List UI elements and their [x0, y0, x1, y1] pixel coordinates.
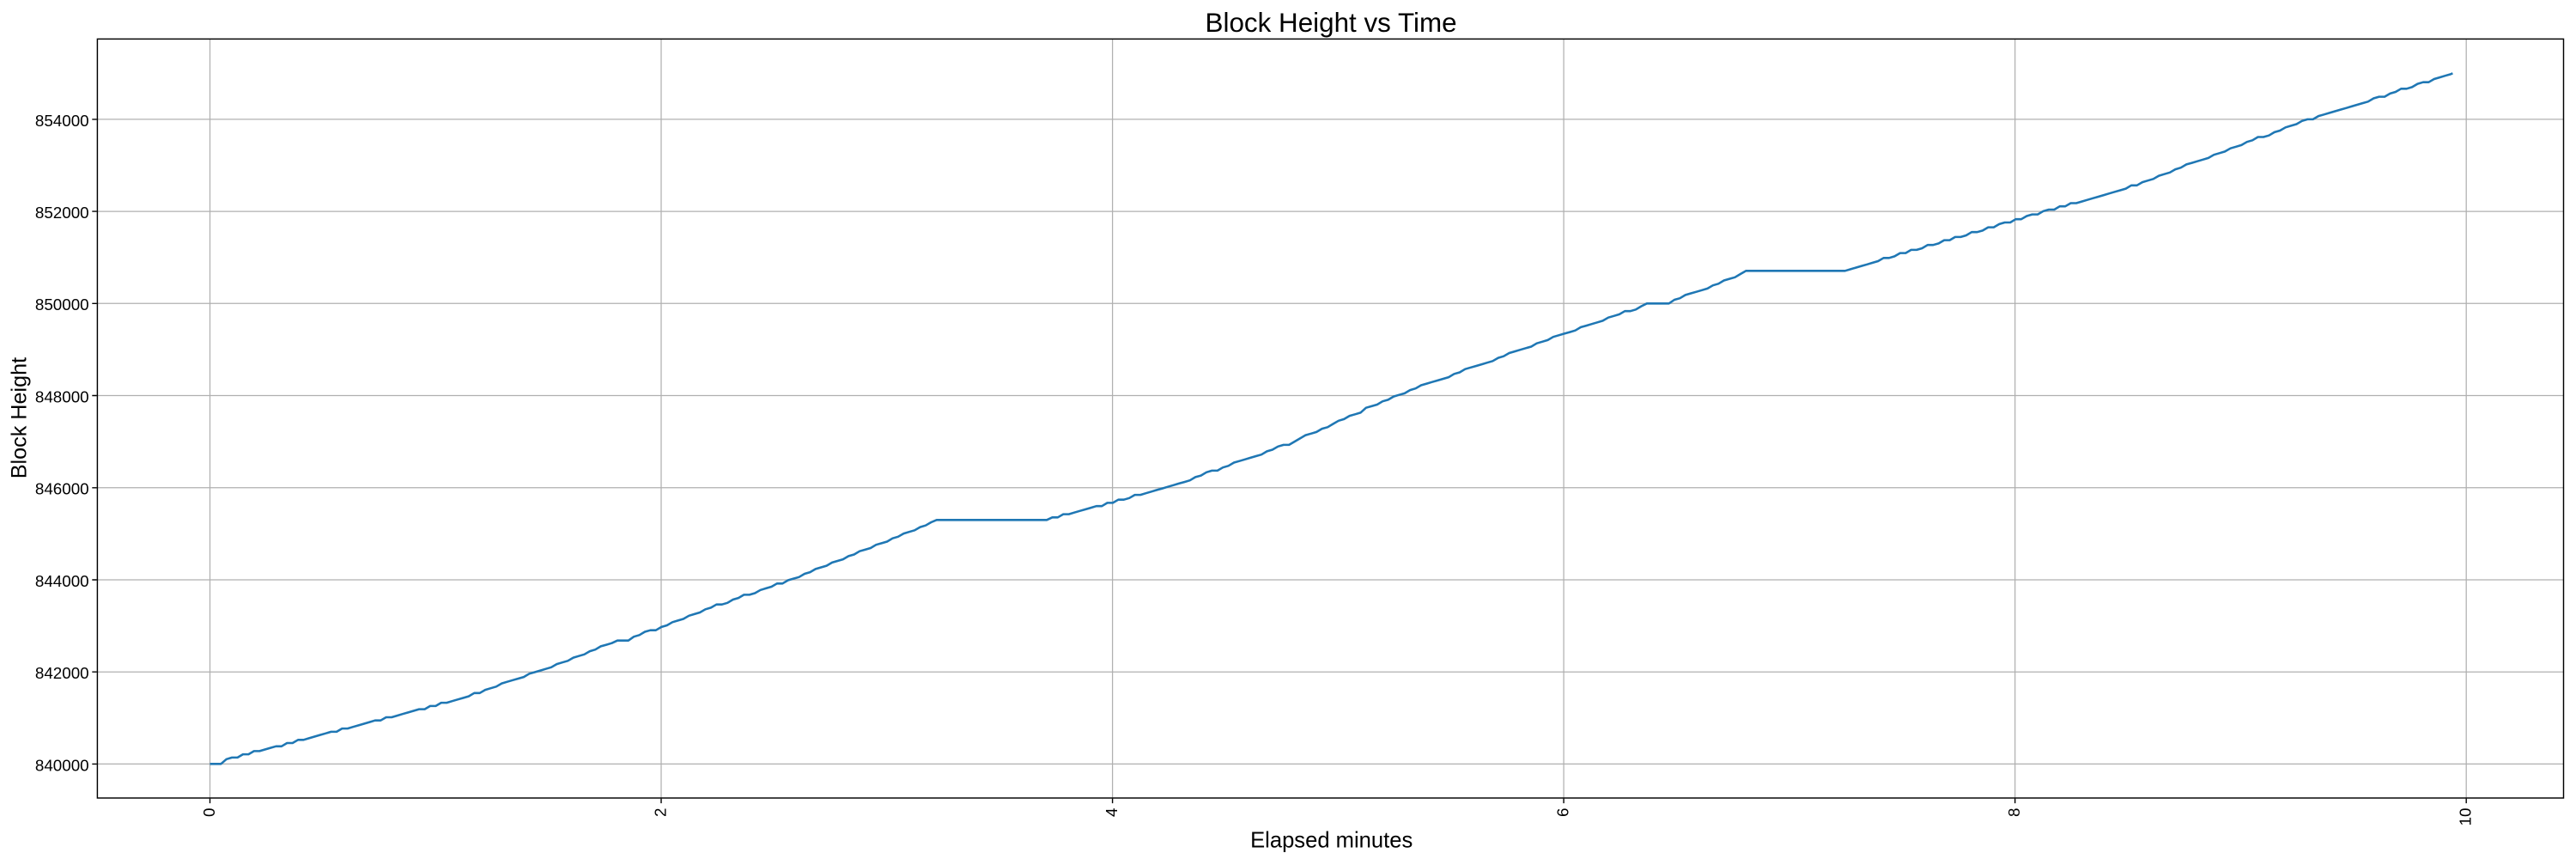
svg-text:848000: 848000: [35, 387, 89, 405]
svg-text:4: 4: [1103, 808, 1121, 817]
svg-text:844000: 844000: [35, 572, 89, 590]
svg-text:852000: 852000: [35, 204, 89, 222]
svg-text:Block Height: Block Height: [8, 357, 32, 478]
svg-text:854000: 854000: [35, 112, 89, 130]
svg-text:850000: 850000: [35, 295, 89, 314]
svg-text:846000: 846000: [35, 480, 89, 498]
svg-text:842000: 842000: [35, 664, 89, 682]
svg-text:10: 10: [2457, 808, 2475, 826]
svg-text:Elapsed minutes: Elapsed minutes: [1250, 829, 1413, 853]
svg-text:Block Height vs Time: Block Height vs Time: [1206, 8, 1457, 38]
svg-text:6: 6: [1554, 808, 1572, 817]
svg-text:2: 2: [651, 808, 669, 817]
svg-text:840000: 840000: [35, 756, 89, 774]
svg-text:0: 0: [200, 808, 218, 817]
svg-text:8: 8: [2005, 808, 2023, 817]
